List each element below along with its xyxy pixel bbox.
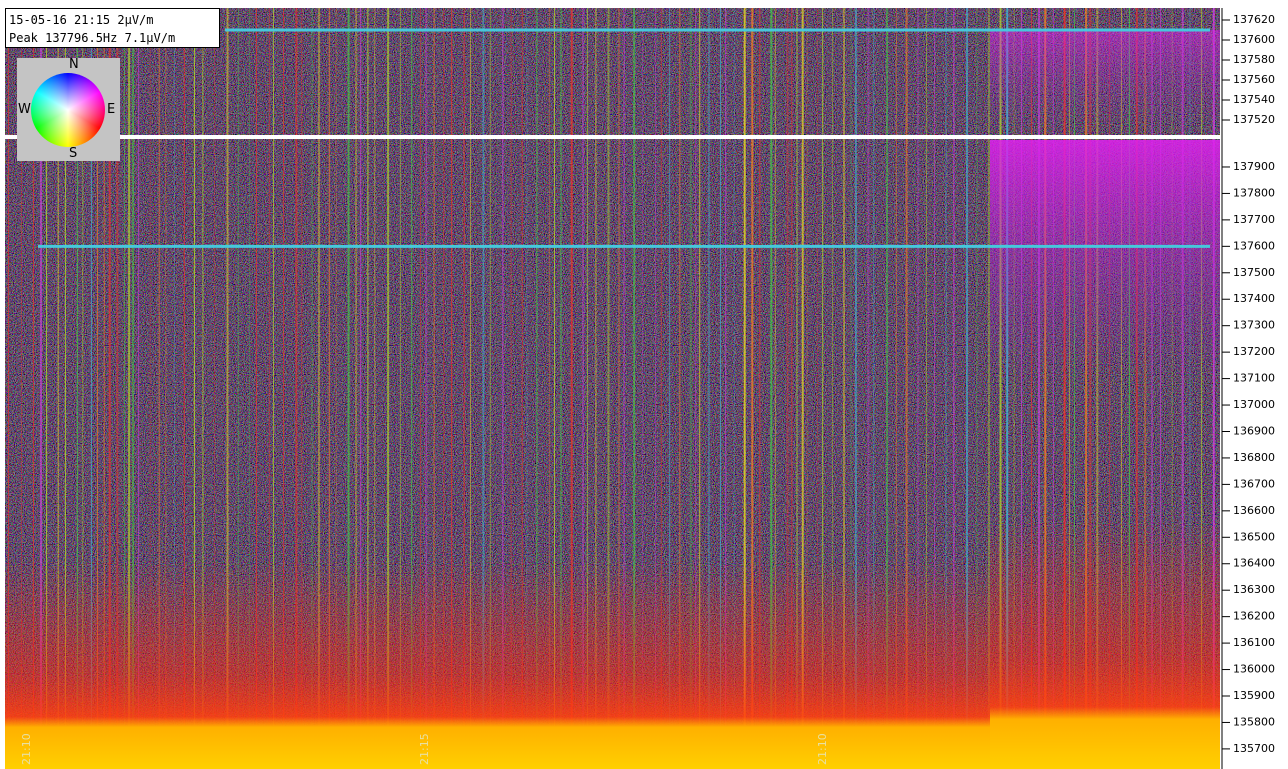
spectrogram-window: 137520 137540 137560 137580 137600 137620 1357… — [0, 0, 1288, 769]
y-tick-label: 137000 — [1233, 398, 1275, 411]
spectrogram: 137520 137540 137560 137580 137600 137620 1357… — [0, 0, 1288, 769]
y-tick-label: 137100 — [1233, 372, 1275, 385]
y-tick-label: 137300 — [1233, 319, 1275, 332]
y-tick-label: 136900 — [1233, 424, 1275, 437]
y-tick-label: 137600 — [1233, 239, 1275, 252]
y-tick-label: 136300 — [1233, 583, 1275, 596]
compass-label: W — [18, 102, 31, 117]
y-tick-label: 137800 — [1233, 186, 1275, 199]
y-tick-label: 135900 — [1233, 689, 1275, 702]
compass-label: E — [107, 102, 115, 117]
low-band — [5, 560, 990, 769]
info-line: 15-05-16 21:15 2µV/m — [9, 11, 216, 29]
y-tick-label: 136000 — [1233, 663, 1275, 676]
y-tick-label: 136600 — [1233, 504, 1275, 517]
y-tick-label: 137540 — [1233, 93, 1275, 106]
y-tick-label: 135700 — [1233, 742, 1275, 755]
y-tick-label: 137900 — [1233, 160, 1275, 173]
y-tick-label: 137600 — [1233, 33, 1275, 46]
panel-separator — [5, 135, 1220, 139]
y-tick-label: 137500 — [1233, 266, 1275, 279]
y-tick-label: 137520 — [1233, 113, 1275, 126]
x-tick-label: 21:10 — [20, 733, 33, 765]
y-tick-label: 137400 — [1233, 292, 1275, 305]
y-tick-label: 137200 — [1233, 345, 1275, 358]
y-tick-label: 137560 — [1233, 73, 1275, 86]
info-box: 15-05-16 21:15 2µV/m Peak 137796.5Hz 7.1… — [5, 8, 220, 48]
y-tick-label: 135800 — [1233, 715, 1275, 728]
compass-label: N — [69, 57, 79, 72]
y-tick-label: 137700 — [1233, 213, 1275, 226]
magenta-region-top — [990, 30, 1220, 130]
y-tick-label: 136200 — [1233, 610, 1275, 623]
y-tick-label: 136400 — [1233, 557, 1275, 570]
x-tick-label: 21:10 — [816, 733, 829, 765]
y-tick-label: 136500 — [1233, 530, 1275, 543]
low-band-right — [990, 520, 1220, 769]
y-tick-label: 136700 — [1233, 477, 1275, 490]
info-line: Peak 137796.5Hz 7.1µV/m — [9, 29, 216, 47]
y-tick-label: 137580 — [1233, 53, 1275, 66]
compass-label: S — [69, 146, 77, 161]
x-tick-label: 21:15 — [418, 733, 431, 765]
y-tick-label: 137620 — [1233, 13, 1275, 26]
color-wheel — [31, 73, 105, 147]
magenta-region — [990, 140, 1220, 380]
compass: N E S W — [17, 58, 120, 161]
y-tick-label: 136800 — [1233, 451, 1275, 464]
y-tick-label: 136100 — [1233, 636, 1275, 649]
